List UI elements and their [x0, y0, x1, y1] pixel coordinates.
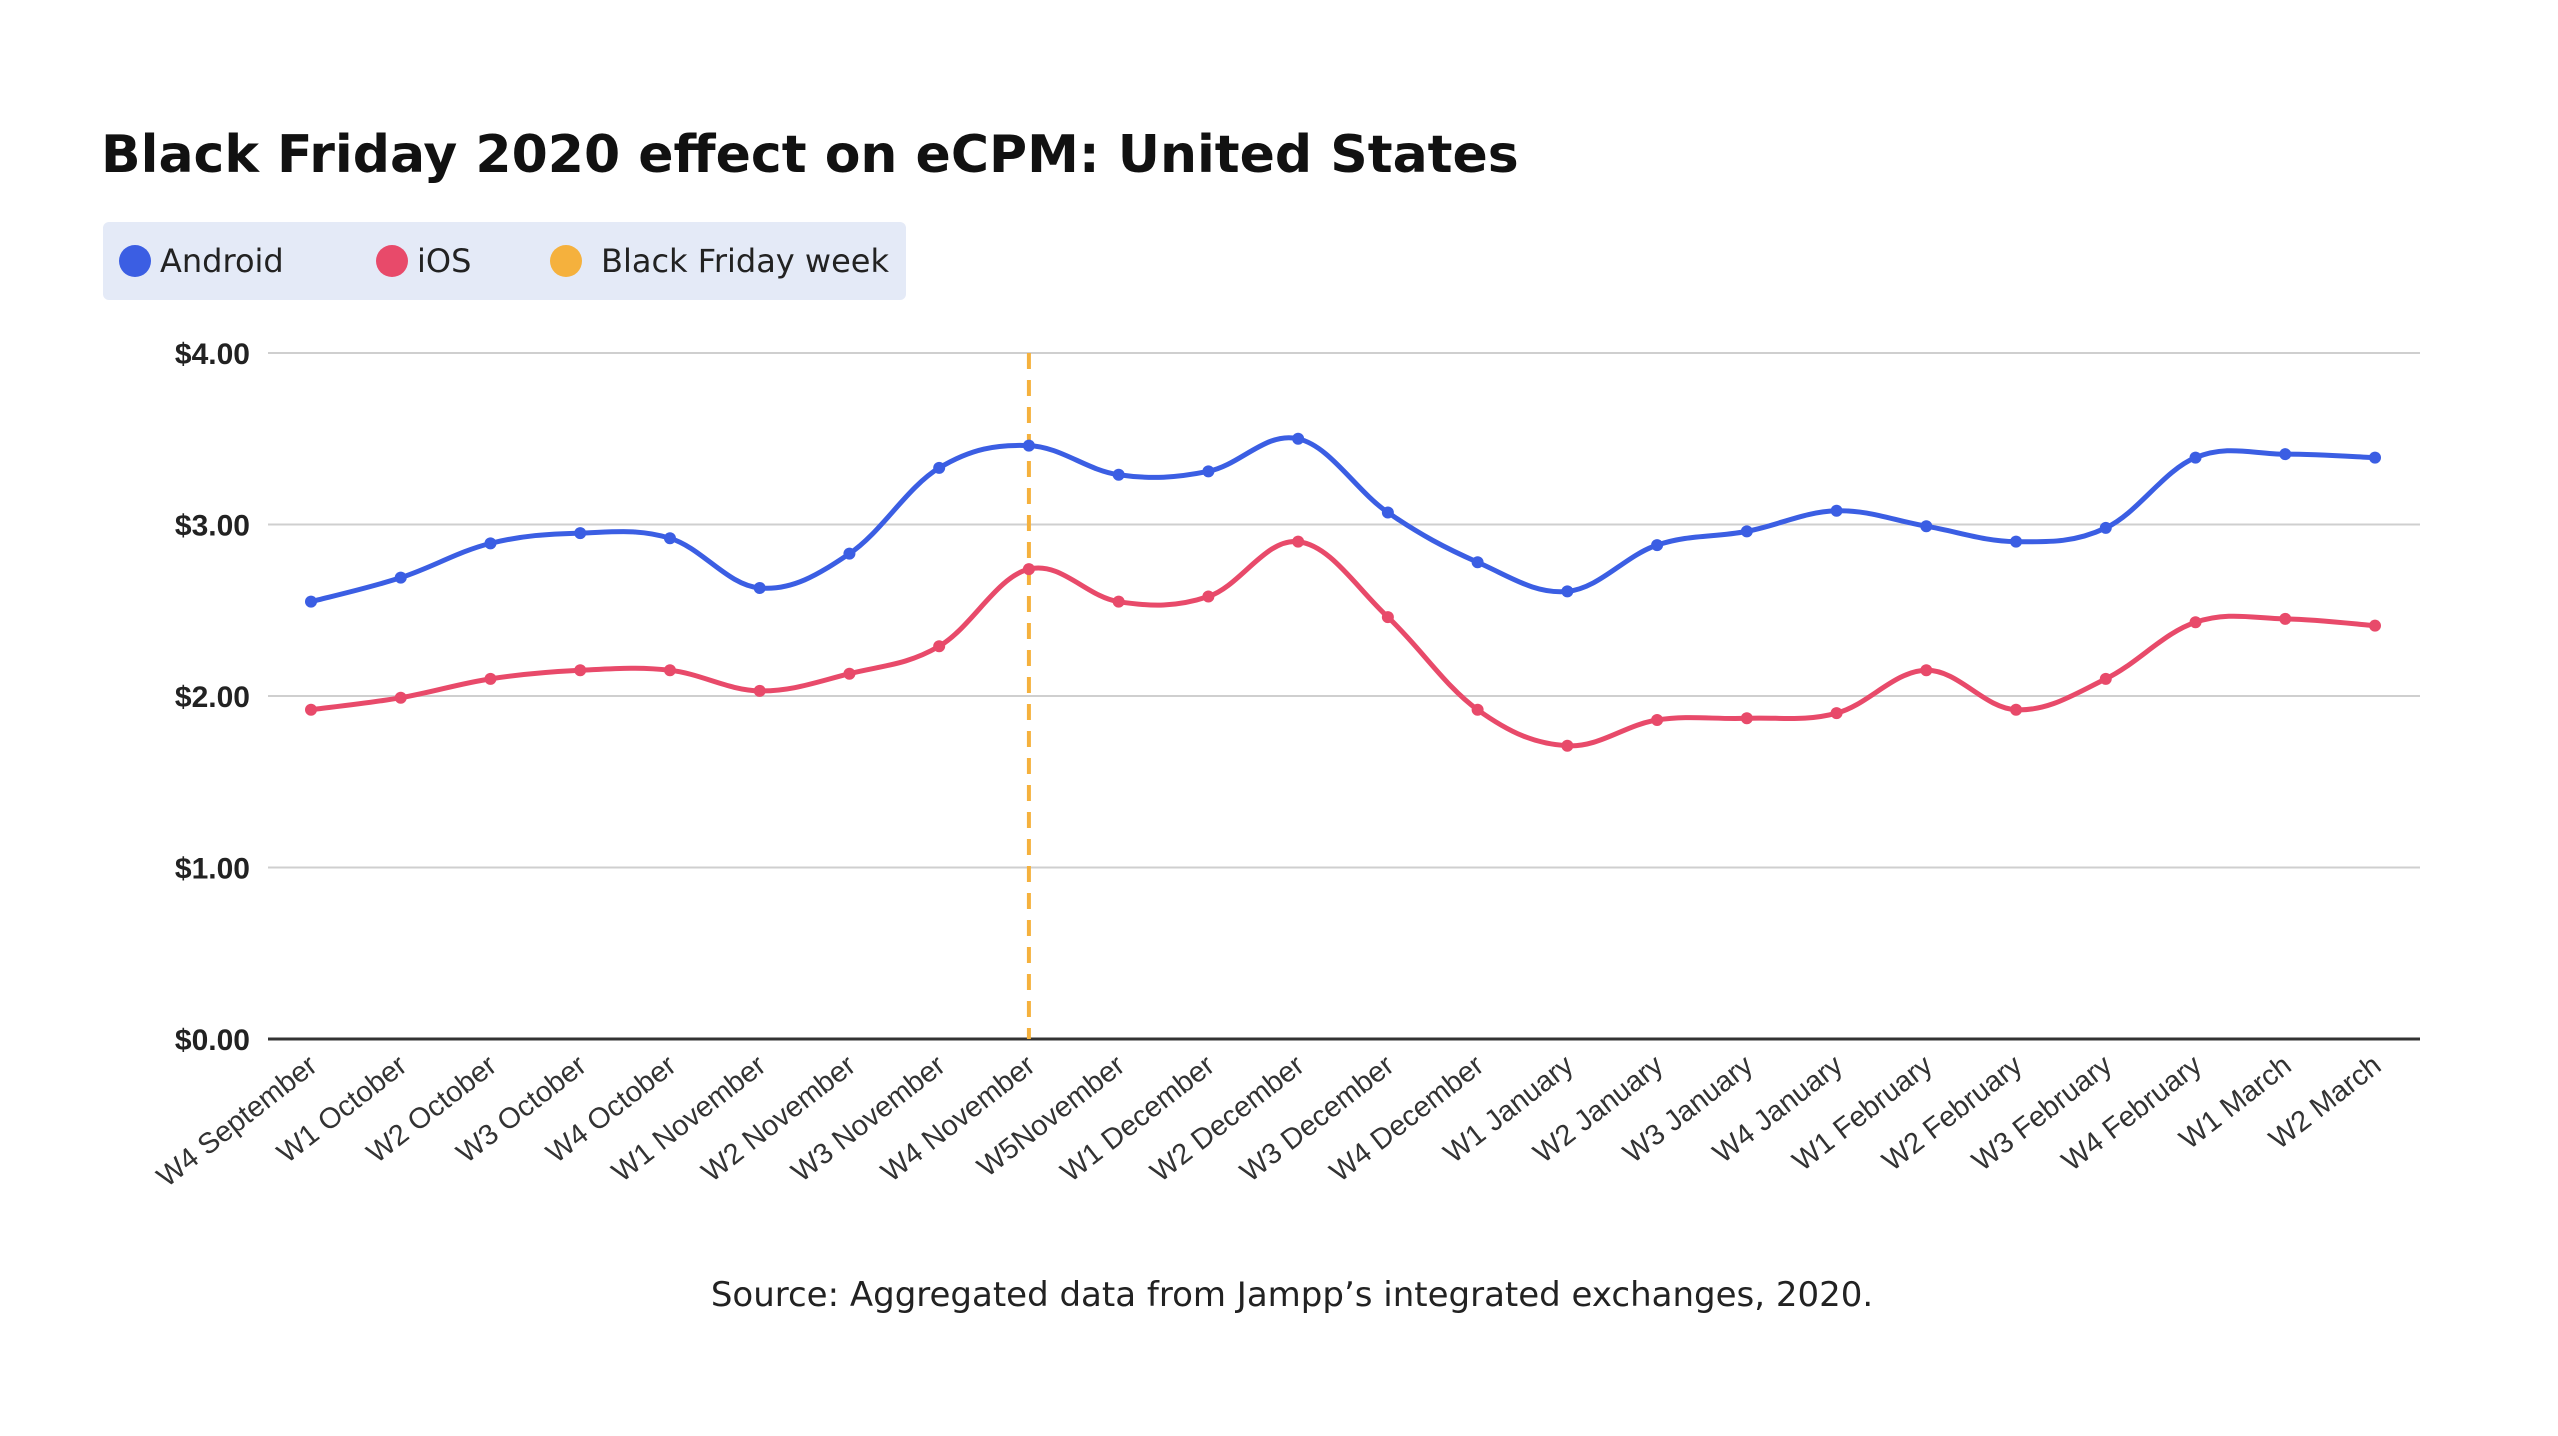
ios-point: [2189, 616, 2202, 629]
ios-point: [305, 703, 317, 716]
ios-point: [574, 664, 587, 677]
legend-android-label: Android: [160, 242, 284, 280]
android-point: [484, 537, 497, 550]
legend-android-marker: [119, 245, 151, 277]
ios-point: [2279, 612, 2292, 625]
y-axis-ticks: $0.00 $1.00 $2.00 $3.00 $4.00: [175, 338, 250, 1057]
ios-point: [933, 640, 946, 653]
android-point: [1381, 506, 1394, 519]
android-point: [933, 461, 946, 474]
android-point: [1561, 585, 1574, 598]
ios-point: [753, 684, 766, 697]
chart-title: Black Friday 2020 effect on eCPM: United…: [101, 125, 1519, 185]
ios-point: [484, 672, 497, 685]
ios-point: [1381, 611, 1394, 624]
ios-point: [1920, 664, 1933, 677]
ios-point: [394, 691, 407, 704]
android-point: [1740, 525, 1753, 538]
ios-point: [1292, 535, 1305, 548]
android-point: [305, 595, 317, 608]
ios-point: [1022, 563, 1035, 576]
legend-background: [103, 222, 906, 300]
android-point: [753, 581, 766, 594]
android-point: [1920, 520, 1933, 533]
android-point: [1022, 439, 1035, 452]
source-note: Source: Aggregated data from Jampp’s int…: [711, 1275, 1873, 1315]
android-point: [2189, 451, 2202, 464]
y-tick-label: $0.00: [175, 1024, 250, 1057]
legend-black-friday-label: Black Friday week: [601, 242, 889, 280]
android-point: [2099, 521, 2112, 534]
gridlines: [268, 352, 2420, 1041]
ios-point: [2010, 703, 2023, 716]
legend: Android iOS Black Friday week: [103, 222, 906, 300]
y-tick-label: $1.00: [175, 853, 250, 886]
y-tick-label: $2.00: [175, 681, 250, 714]
android-point: [1202, 465, 1215, 478]
y-tick-label: $4.00: [175, 338, 250, 371]
series: [305, 432, 2381, 752]
android-point: [394, 571, 407, 584]
ios-point: [1471, 703, 1484, 716]
android-point: [663, 532, 676, 545]
ios-point: [1651, 714, 1664, 727]
legend-ios-marker: [376, 245, 408, 277]
android-point: [1471, 556, 1484, 569]
android-point: [1651, 539, 1664, 552]
ios-point: [843, 667, 856, 680]
android-point: [1830, 504, 1843, 517]
android-point: [1112, 468, 1125, 481]
legend-black-friday-marker: [550, 245, 582, 277]
ios-point: [2369, 619, 2381, 632]
y-tick-label: $3.00: [175, 510, 250, 543]
ios-point: [1830, 707, 1843, 720]
ios-point: [1561, 739, 1574, 752]
android-point: [843, 547, 856, 560]
ios-point: [1740, 712, 1753, 725]
legend-ios-label: iOS: [417, 242, 471, 280]
ios-point: [2099, 672, 2112, 685]
ios-point: [1202, 590, 1215, 603]
ios-point: [663, 664, 676, 677]
android-point: [1292, 432, 1305, 445]
android-point: [2279, 448, 2292, 461]
android-point: [2010, 535, 2023, 548]
ios-point: [1112, 595, 1125, 608]
android-point: [574, 527, 587, 540]
android-point: [2369, 451, 2381, 464]
